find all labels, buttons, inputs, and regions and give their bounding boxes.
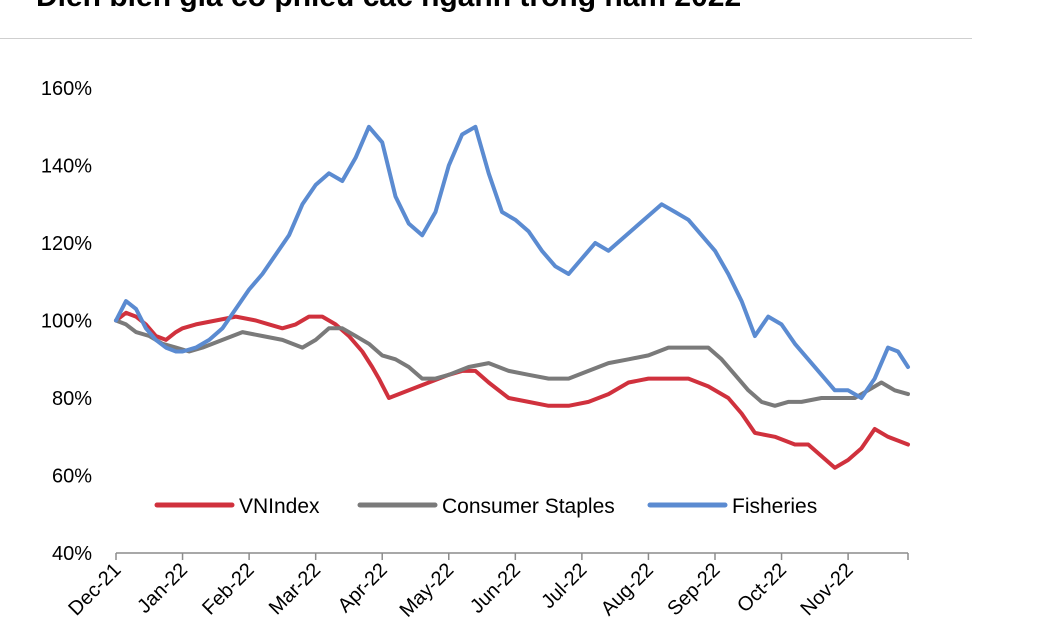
y-tick-label: 60% [52, 466, 92, 488]
title-divider [0, 38, 972, 39]
y-tick-label: 120% [41, 233, 92, 255]
x-tick-label: May-22 [396, 559, 459, 622]
legend-label-vnindex: VNIndex [239, 495, 320, 518]
y-tick-label: 100% [41, 311, 92, 333]
legend: VNIndex Consumer Staples Fisheries [154, 495, 817, 518]
x-tick-label: Nov-22 [796, 559, 857, 620]
x-tick-label: Mar-22 [265, 559, 325, 619]
x-tick-label: Oct-22 [733, 559, 791, 617]
y-tick-label: 160% [41, 78, 92, 100]
x-tick-label: Jan-22 [133, 559, 192, 618]
x-tick-label: Aug-22 [597, 559, 658, 620]
x-tick-label: Apr-22 [334, 559, 392, 617]
x-tick-label: Dec-21 [64, 559, 125, 620]
y-axis-labels: 40% 60% 80% 100% 120% 140% 160% [41, 78, 92, 565]
y-tick-label: 80% [52, 388, 92, 410]
x-tick-label: Jun-22 [466, 559, 525, 618]
x-axis: Dec-21 Jan-22 Feb-22 Mar-22 Apr-22 May-22 Jun-… [64, 552, 909, 622]
chart-title: Diễn biến giá cổ phiếu các ngành trong n… [36, 0, 741, 14]
legend-label-fisheries: Fisheries [732, 495, 817, 518]
series-line-fisheries [114, 124, 910, 400]
legend-label-consumer-staples: Consumer Staples [442, 495, 615, 518]
x-tick-label: Feb-22 [198, 559, 258, 619]
y-tick-label: 40% [52, 543, 92, 565]
x-tick-label: Jul-22 [537, 559, 591, 613]
series-lines [114, 124, 910, 470]
y-tick-label: 140% [41, 156, 92, 178]
x-tick-label: Sep-22 [663, 559, 724, 620]
series-line-consumer-staples [114, 318, 910, 408]
series-line-vnindex [114, 310, 910, 470]
